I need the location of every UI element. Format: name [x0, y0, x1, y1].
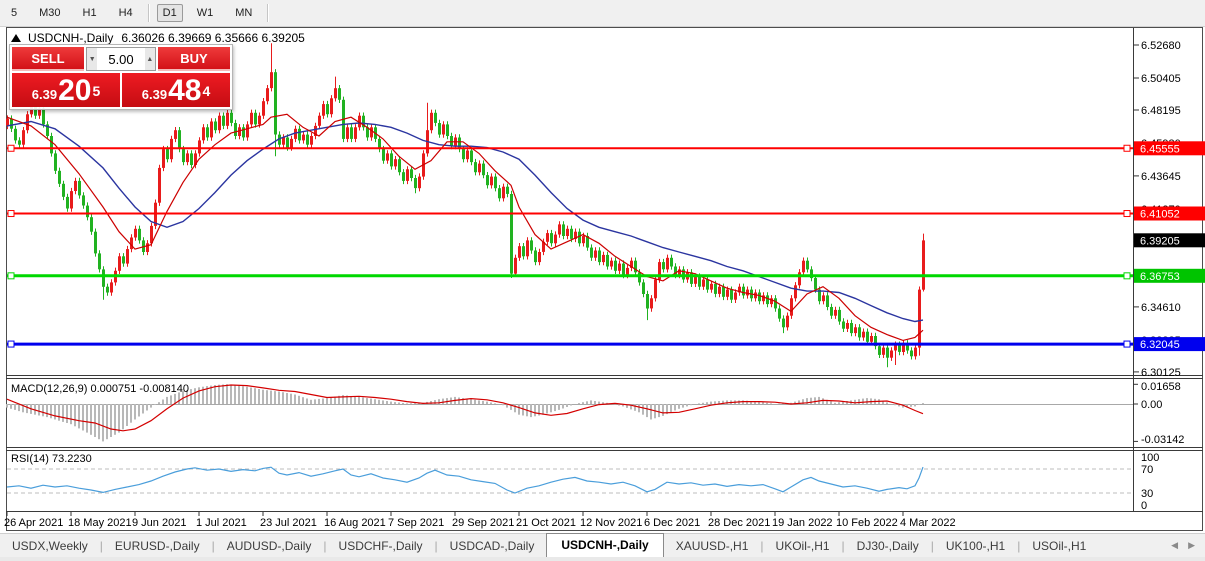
buy-price-small: 6.39 — [141, 87, 168, 102]
rsi-label: RSI(14) 73.2230 — [11, 453, 92, 465]
date-label: 28 Dec 2021 — [708, 517, 770, 529]
ma-fast-line — [6, 113, 924, 342]
tab-audusd-daily[interactable]: AUDUSD-,Daily — [226, 539, 312, 553]
tab-usdx-weekly[interactable]: USDX,Weekly — [12, 539, 88, 553]
rsi-line — [6, 466, 924, 494]
tab-usdchf-daily[interactable]: USDCHF-,Daily — [338, 539, 423, 553]
tab-separator: | — [760, 539, 764, 553]
tab-usdcnh-daily[interactable]: USDCNH-,Daily — [546, 533, 664, 558]
volume-input[interactable] — [97, 48, 145, 70]
volume-decrease-button[interactable]: ▼ — [87, 48, 98, 70]
macd-axis-label: 0.01658 — [1141, 381, 1181, 393]
rsi-axis-label: 30 — [1141, 488, 1153, 500]
tab-separator: | — [211, 539, 215, 553]
tab-separator: | — [1017, 539, 1021, 553]
tab-separator: | — [841, 539, 845, 553]
toolbar-separator — [147, 4, 150, 22]
date-label: 19 Jan 2022 — [772, 517, 833, 529]
rsi-level-lines — [7, 468, 1133, 494]
period-button-w1[interactable]: W1 — [196, 7, 214, 19]
price-line-label: 6.41052 — [1140, 209, 1180, 221]
chart-symbol-title: USDCNH-,Daily — [28, 31, 114, 45]
sell-price-tile[interactable]: 6.39 20 5 — [12, 73, 120, 107]
price-tick-label: 6.30125 — [1141, 367, 1181, 379]
panel-collapse-icon[interactable] — [11, 34, 21, 42]
macd-signal-line — [6, 384, 924, 432]
period-button-h4[interactable]: H4 — [118, 7, 133, 19]
macd-axis-label: 0.00 — [1141, 399, 1162, 411]
pane-separators — [6, 28, 1203, 512]
price-tick-label: 6.48195 — [1141, 105, 1181, 117]
one-click-trade-panel: SELL ▼ ▲ BUY 6.39 20 5 6.39 48 4 — [9, 44, 233, 110]
price-line-label: 6.32045 — [1140, 339, 1180, 351]
period-button-h1[interactable]: H1 — [82, 7, 97, 19]
price-line-label: 6.39205 — [1140, 235, 1180, 247]
sell-price-small: 6.39 — [31, 87, 58, 102]
date-label: 18 May 2021 — [68, 517, 132, 529]
chart-ohlc-values: 6.36026 6.39669 6.35666 6.39205 — [121, 31, 305, 45]
tabs-scroll-left-icon[interactable]: ◀ — [1171, 540, 1179, 550]
buy-price-tile[interactable]: 6.39 48 4 — [122, 73, 230, 107]
rsi-axis-label: 70 — [1141, 464, 1153, 476]
tab-separator: | — [434, 539, 438, 553]
price-tick-label: 6.52680 — [1141, 40, 1181, 52]
period-button-5[interactable]: 5 — [11, 7, 18, 19]
chart-tab-bar: USDX,Weekly | EURUSD-,Daily | AUDUSD-,Daily |… — [0, 533, 1205, 558]
sell-price-sup: 5 — [92, 83, 101, 99]
date-label: 26 Apr 2021 — [4, 517, 63, 529]
rsi-axis-label: 100 — [1141, 452, 1159, 464]
price-tick-label: 6.34610 — [1141, 302, 1181, 314]
date-label: 10 Feb 2022 — [836, 517, 898, 529]
tab-separator: | — [930, 539, 934, 553]
tab-usoil-h1[interactable]: USOil-,H1 — [1032, 539, 1087, 553]
date-label: 12 Nov 2021 — [580, 517, 642, 529]
tab-usdcad-daily[interactable]: USDCAD-,Daily — [449, 539, 535, 553]
buy-price-big: 48 — [168, 74, 202, 107]
window-bottom-strip — [0, 557, 1205, 561]
toolbar-separator — [267, 4, 270, 22]
buy-button[interactable]: BUY — [158, 47, 230, 71]
sell-price-big: 20 — [58, 74, 92, 107]
date-label: 9 Jun 2021 — [132, 517, 186, 529]
period-button-d1[interactable]: D1 — [156, 4, 183, 22]
tab-xauusd-h1[interactable]: XAUUSD-,H1 — [675, 539, 749, 553]
tab-uk100-h1[interactable]: UK100-,H1 — [945, 539, 1006, 553]
date-axis: 26 Apr 2021 18 May 2021 9 Jun 2021 1 Jul 20… — [4, 512, 956, 529]
date-label: 7 Sep 2021 — [388, 517, 444, 529]
rsi-axis-label: 0 — [1141, 500, 1147, 512]
date-label: 16 Aug 2021 — [324, 517, 386, 529]
tab-eurusd-daily[interactable]: EURUSD-,Daily — [114, 539, 200, 553]
price-axis: 6.526806.504056.481956.459306.436456.413… — [1133, 40, 1205, 512]
chart-title-row: USDCNH-,Daily 6.36026 6.39669 6.35666 6.… — [11, 31, 305, 45]
period-button-mn[interactable]: MN — [235, 7, 253, 19]
price-line-label: 6.45555 — [1140, 143, 1180, 155]
price-tick-label: 6.50405 — [1141, 73, 1181, 85]
tabs-scroll-right-icon[interactable]: ▶ — [1188, 540, 1195, 550]
price-line-label: 6.36753 — [1140, 271, 1180, 283]
chart-canvas[interactable]: 6.526806.504056.481956.459306.436456.413… — [0, 0, 1205, 533]
horizontal-level-lines — [7, 144, 1133, 348]
macd-label: MACD(12,26,9) 0.000751 -0.008140 — [11, 383, 189, 395]
date-label: 6 Dec 2021 — [644, 517, 700, 529]
tab-separator: | — [99, 539, 103, 553]
tab-separator: | — [323, 539, 327, 553]
volume-increase-button[interactable]: ▲ — [144, 48, 155, 70]
date-label: 4 Mar 2022 — [900, 517, 956, 529]
price-tick-label: 6.43645 — [1141, 171, 1181, 183]
buy-price-sup: 4 — [202, 83, 211, 99]
date-label: 23 Jul 2021 — [260, 517, 317, 529]
macd-axis-label: -0.03142 — [1141, 434, 1184, 446]
timeframe-toolbar: 5 M30 H1 H4 D1 W1 MN — [0, 0, 1205, 27]
date-label: 29 Sep 2021 — [452, 517, 514, 529]
sell-button[interactable]: SELL — [12, 47, 84, 71]
date-label: 21 Oct 2021 — [516, 517, 576, 529]
period-button-m30[interactable]: M30 — [39, 7, 61, 19]
date-label: 1 Jul 2021 — [196, 517, 247, 529]
tab-ukoil-h1[interactable]: UKOil-,H1 — [775, 539, 830, 553]
tab-dj30-daily[interactable]: DJ30-,Daily — [856, 539, 919, 553]
